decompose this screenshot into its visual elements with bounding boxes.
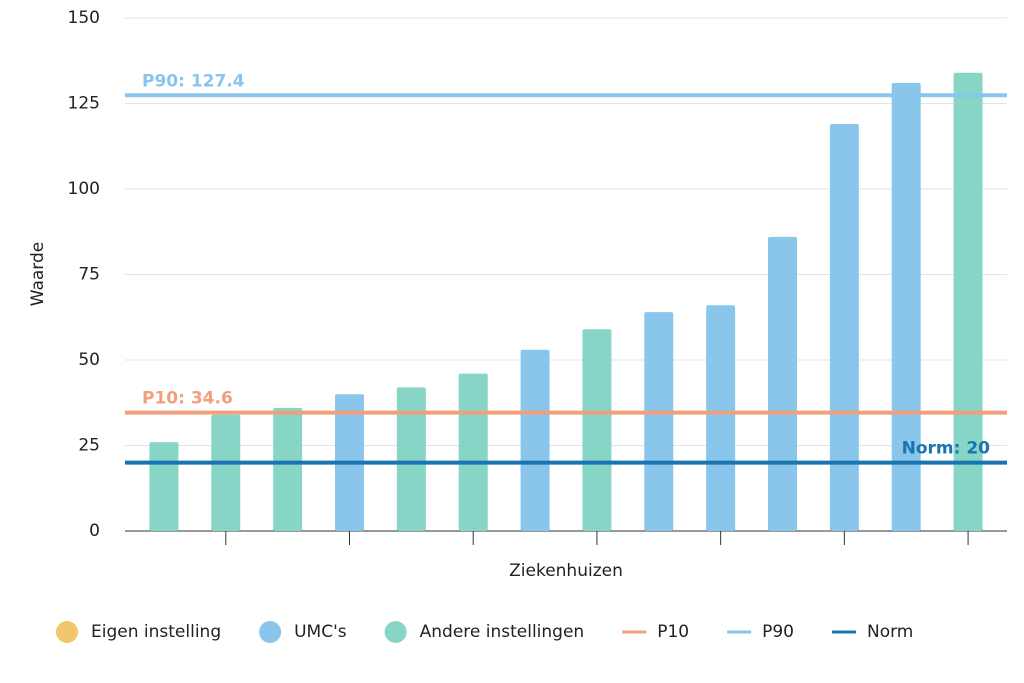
reference-label: P10: 34.6 xyxy=(142,389,233,409)
legend-label: P10 xyxy=(657,622,689,642)
y-tick-label: 125 xyxy=(68,94,100,114)
legend-label: Eigen instelling xyxy=(91,622,221,642)
bar xyxy=(706,305,736,531)
bar xyxy=(396,387,426,531)
y-tick-label: 100 xyxy=(68,179,100,199)
legend-marker xyxy=(384,621,407,643)
bar xyxy=(211,414,241,531)
y-tick-label: 25 xyxy=(78,436,100,456)
bar xyxy=(953,72,983,531)
x-axis-label: Ziekenhuizen xyxy=(509,561,623,581)
y-tick-label: 50 xyxy=(78,350,100,370)
y-axis-label: Waarde xyxy=(28,242,48,307)
bar xyxy=(829,124,859,532)
bar xyxy=(644,312,674,531)
y-tick-label: 0 xyxy=(89,521,100,541)
legend-label: Norm xyxy=(867,622,913,642)
bar xyxy=(582,329,612,531)
reference-label: P90: 127.4 xyxy=(142,71,245,91)
bar xyxy=(273,407,303,531)
legend-label: UMC's xyxy=(294,622,347,642)
legend-label: P90 xyxy=(762,622,794,642)
reference-label: Norm: 20 xyxy=(902,439,991,459)
y-tick-label: 150 xyxy=(68,8,100,28)
bar xyxy=(149,442,179,531)
legend-marker xyxy=(56,621,78,643)
legend-marker xyxy=(259,621,282,643)
bar xyxy=(768,236,797,531)
legend-label: Andere instellingen xyxy=(420,622,585,642)
bar xyxy=(891,82,921,531)
y-tick-label: 75 xyxy=(78,265,100,285)
bar xyxy=(520,349,550,531)
bar xyxy=(458,373,488,531)
